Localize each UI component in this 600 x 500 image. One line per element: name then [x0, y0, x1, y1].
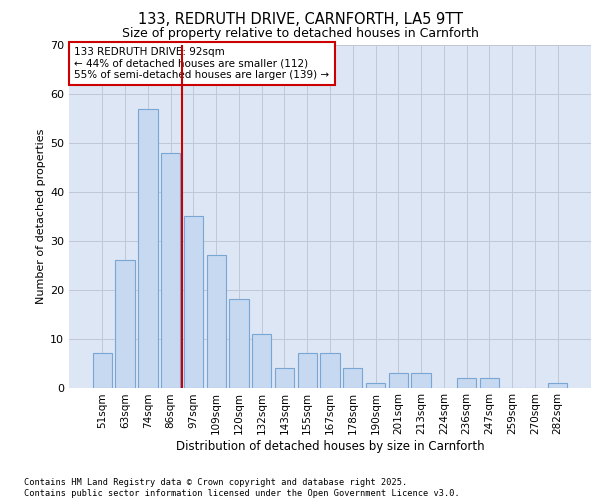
- Bar: [548, 382, 567, 388]
- Bar: [93, 353, 112, 388]
- Bar: [184, 216, 203, 388]
- Bar: [298, 353, 317, 388]
- Bar: [206, 256, 226, 388]
- Text: 133 REDRUTH DRIVE: 92sqm
← 44% of detached houses are smaller (112)
55% of semi-: 133 REDRUTH DRIVE: 92sqm ← 44% of detach…: [74, 46, 329, 80]
- Bar: [366, 382, 385, 388]
- Bar: [115, 260, 135, 388]
- Bar: [457, 378, 476, 388]
- Bar: [275, 368, 294, 388]
- Bar: [161, 152, 181, 388]
- Y-axis label: Number of detached properties: Number of detached properties: [36, 128, 46, 304]
- Text: Size of property relative to detached houses in Carnforth: Size of property relative to detached ho…: [122, 28, 478, 40]
- Bar: [320, 353, 340, 388]
- Bar: [343, 368, 362, 388]
- Bar: [479, 378, 499, 388]
- Bar: [138, 108, 158, 388]
- X-axis label: Distribution of detached houses by size in Carnforth: Distribution of detached houses by size …: [176, 440, 484, 453]
- Bar: [412, 373, 431, 388]
- Text: Contains HM Land Registry data © Crown copyright and database right 2025.
Contai: Contains HM Land Registry data © Crown c…: [24, 478, 460, 498]
- Bar: [252, 334, 271, 388]
- Bar: [229, 300, 248, 388]
- Bar: [389, 373, 408, 388]
- Text: 133, REDRUTH DRIVE, CARNFORTH, LA5 9TT: 133, REDRUTH DRIVE, CARNFORTH, LA5 9TT: [137, 12, 463, 28]
